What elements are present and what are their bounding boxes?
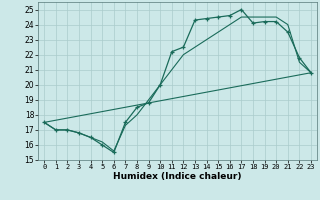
X-axis label: Humidex (Indice chaleur): Humidex (Indice chaleur) — [113, 172, 242, 181]
